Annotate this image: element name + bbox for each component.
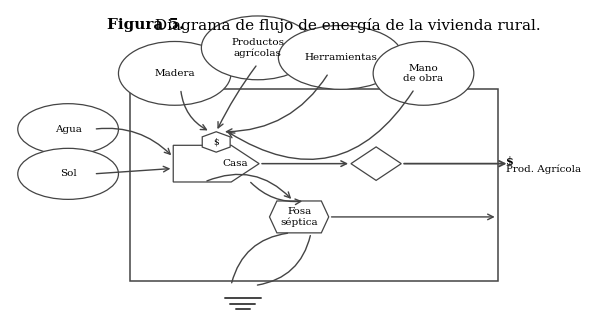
Bar <box>130 89 497 281</box>
Polygon shape <box>351 147 401 181</box>
Text: Productos
agrícolas: Productos agrícolas <box>231 38 284 58</box>
Text: $: $ <box>506 155 514 166</box>
Ellipse shape <box>278 26 403 89</box>
Text: Fosa
séptica: Fosa séptica <box>280 207 318 227</box>
Ellipse shape <box>18 148 118 199</box>
Ellipse shape <box>373 41 474 105</box>
Text: Madera: Madera <box>154 69 195 78</box>
Polygon shape <box>269 201 329 233</box>
Text: Agua: Agua <box>55 125 82 134</box>
Text: Diagrama de flujo de energía de la vivienda rural.: Diagrama de flujo de energía de la vivie… <box>150 18 541 33</box>
Text: $: $ <box>214 137 219 146</box>
Text: Herramientas: Herramientas <box>304 53 377 62</box>
Text: Prod. Agrícola: Prod. Agrícola <box>506 165 581 174</box>
Text: Mano
de obra: Mano de obra <box>403 64 443 83</box>
Text: Casa: Casa <box>222 159 248 168</box>
Ellipse shape <box>202 16 314 80</box>
Polygon shape <box>202 132 230 152</box>
Text: Figura 5.: Figura 5. <box>107 18 184 32</box>
Text: Sol: Sol <box>60 169 76 178</box>
Ellipse shape <box>118 41 231 105</box>
Polygon shape <box>173 145 259 182</box>
Ellipse shape <box>18 104 118 155</box>
